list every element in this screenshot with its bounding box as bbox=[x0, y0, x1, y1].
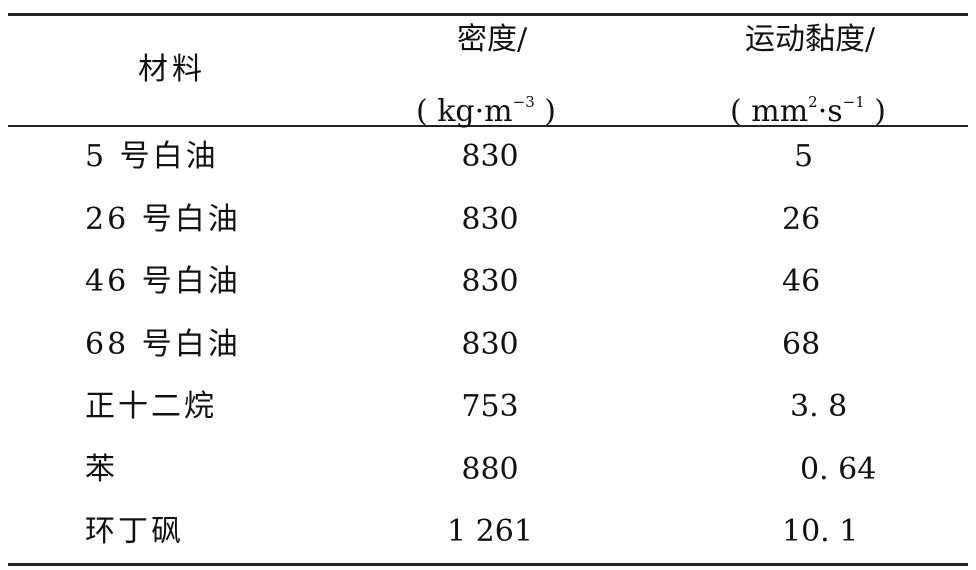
header-density-label: 密度/ bbox=[456, 22, 528, 57]
paren-close: ) bbox=[874, 94, 887, 129]
cell-density: 830 bbox=[461, 326, 519, 362]
unit: kg·m bbox=[437, 94, 513, 129]
header-viscosity-label: 运动黏度/ bbox=[744, 22, 876, 57]
paren-open: ( bbox=[415, 94, 428, 129]
top-rule bbox=[8, 13, 968, 16]
cell-density: 753 bbox=[461, 389, 519, 424]
unit-exponent: 2 bbox=[808, 93, 818, 111]
cell-density: 830 bbox=[461, 201, 519, 237]
cell-material: 环丁砜 bbox=[85, 514, 184, 549]
cell-viscosity: 68 bbox=[782, 326, 821, 362]
header-rule bbox=[8, 125, 968, 127]
cell-viscosity: 5 bbox=[794, 139, 814, 174]
cell-viscosity: 26 bbox=[782, 201, 821, 237]
paren-close: ) bbox=[544, 94, 557, 129]
cell-material: 苯 bbox=[85, 451, 118, 487]
cell-viscosity: 10. 1 bbox=[782, 514, 859, 549]
bottom-rule bbox=[8, 563, 968, 566]
unit-exponent: −3 bbox=[512, 93, 535, 111]
header-density-unit: ( kg·m−3 ) bbox=[416, 84, 556, 130]
cell-material: 26 号白油 bbox=[85, 201, 241, 237]
cell-material: 5 号白油 bbox=[85, 139, 219, 174]
unit: ·s bbox=[817, 94, 843, 129]
cell-viscosity: 0. 64 bbox=[800, 451, 877, 487]
paren-open: ( bbox=[729, 94, 742, 129]
header-material: 材料 bbox=[138, 52, 206, 87]
cell-density: 830 bbox=[461, 139, 519, 174]
cell-density: 1 261 bbox=[447, 514, 533, 549]
cell-material: 68 号白油 bbox=[85, 326, 241, 362]
cell-material: 正十二烷 bbox=[85, 389, 217, 424]
cell-material: 46 号白油 bbox=[85, 264, 241, 299]
header-viscosity-unit: ( mm2·s−1 ) bbox=[730, 84, 886, 130]
cell-viscosity: 46 bbox=[782, 264, 821, 299]
unit-exponent: −1 bbox=[842, 93, 865, 111]
cell-density: 830 bbox=[461, 264, 519, 299]
cell-viscosity: 3. 8 bbox=[790, 389, 848, 424]
cell-density: 880 bbox=[461, 451, 519, 487]
unit: mm bbox=[751, 94, 809, 129]
